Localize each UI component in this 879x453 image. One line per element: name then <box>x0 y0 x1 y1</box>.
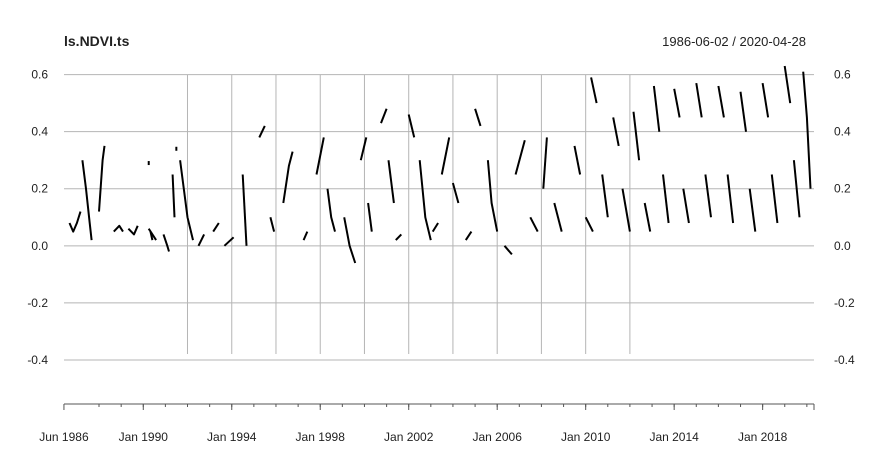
y-tick-label-right: 0.6 <box>834 68 851 82</box>
data-segment <box>147 228 157 241</box>
y-tick-label-left: 0.4 <box>31 125 48 139</box>
data-segment <box>704 174 712 218</box>
data-segment <box>98 145 106 212</box>
data-segment <box>367 202 373 232</box>
y-tick-label-right: -0.2 <box>834 296 855 310</box>
x-tick-label: Jan 2010 <box>561 430 611 444</box>
y-tick-label-left: 0.2 <box>31 182 48 196</box>
y-tick-label-left: -0.4 <box>27 353 48 367</box>
data-segment <box>440 137 451 175</box>
data-segment <box>431 222 439 233</box>
data-segment <box>673 88 681 118</box>
data-segment <box>726 174 735 224</box>
data-segment <box>590 77 598 104</box>
data-segment <box>514 139 526 175</box>
data-segment <box>662 174 670 224</box>
data-segment <box>503 245 513 256</box>
x-tick-label: Jan 1998 <box>296 430 346 444</box>
data-segment <box>149 231 154 241</box>
data-segment <box>162 234 170 252</box>
data-segment <box>748 188 757 232</box>
series-ndvi <box>68 65 812 264</box>
y-tick-label-left: 0.6 <box>31 68 48 82</box>
data-segment <box>542 137 548 189</box>
data-segment <box>81 160 93 241</box>
y-tick-label-right: 0.4 <box>834 125 851 139</box>
data-segment <box>258 125 266 138</box>
y-tick-label-left: -0.2 <box>27 296 48 310</box>
data-segment <box>802 71 812 189</box>
data-segment <box>695 82 703 118</box>
data-segment <box>682 188 690 224</box>
y-axis-right: 0.6 0.4 0.2 0.0 -0.2 -0.4 <box>834 68 855 367</box>
data-segment <box>223 236 235 247</box>
data-segment <box>359 137 368 161</box>
data-segment <box>643 202 652 232</box>
data-segment <box>464 231 473 241</box>
data-segment <box>652 85 661 132</box>
data-segment <box>761 82 770 118</box>
y-tick-label-right: -0.4 <box>834 353 855 367</box>
data-segment <box>451 182 460 204</box>
data-segment <box>601 174 609 218</box>
data-segment <box>486 160 499 232</box>
x-tick-label: Jan 2014 <box>649 430 699 444</box>
data-segment <box>739 91 747 132</box>
data-segment <box>573 145 582 175</box>
grid <box>64 74 814 361</box>
data-segment <box>717 85 725 118</box>
x-tick-label: Jan 2002 <box>384 430 434 444</box>
x-tick-label: Jan 1994 <box>207 430 257 444</box>
y-tick-label-right: 0.2 <box>834 182 851 196</box>
data-segment <box>179 160 194 241</box>
data-segment <box>241 174 248 246</box>
data-segment <box>612 117 620 147</box>
x-tick-label: Jan 2006 <box>473 430 523 444</box>
x-tick-label: Jan 1990 <box>119 430 169 444</box>
data-segment <box>783 65 792 104</box>
y-tick-label-right: 0.0 <box>834 239 851 253</box>
data-segment <box>380 108 388 124</box>
y-axis-left: 0.6 0.4 0.2 0.0 -0.2 -0.4 <box>27 68 48 367</box>
data-segment <box>315 137 325 175</box>
data-segment <box>553 202 563 232</box>
x-tick-label: Jan 2018 <box>738 430 788 444</box>
data-segment <box>474 108 482 127</box>
data-segment <box>529 216 539 233</box>
data-segment <box>197 233 205 247</box>
data-segment <box>407 114 416 138</box>
data-segment <box>632 111 641 161</box>
data-segment <box>326 188 336 232</box>
data-segment <box>171 174 176 218</box>
data-segment <box>343 217 357 264</box>
y-tick-label-left: 0.0 <box>31 239 48 253</box>
data-segment <box>302 231 309 241</box>
data-segment <box>395 233 403 241</box>
date-range-label: 1986-06-02 / 2020-04-28 <box>662 34 806 49</box>
data-segment <box>584 216 594 233</box>
data-segment <box>387 160 395 204</box>
data-segment <box>212 222 220 233</box>
data-segment <box>269 217 276 232</box>
data-segment <box>127 225 139 236</box>
x-tick-label: Jun 1986 <box>39 430 89 444</box>
data-segment <box>282 151 294 204</box>
chart-title: ls.NDVI.ts <box>64 33 130 49</box>
data-segment <box>792 160 801 218</box>
data-segment <box>113 224 124 233</box>
x-axis: Jun 1986 Jan 1990 Jan 1994 Jan 1998 Jan 2002… <box>39 403 815 444</box>
data-segment <box>770 174 779 224</box>
data-segment <box>621 188 631 232</box>
data-segment <box>418 160 432 241</box>
data-segment <box>68 211 82 233</box>
